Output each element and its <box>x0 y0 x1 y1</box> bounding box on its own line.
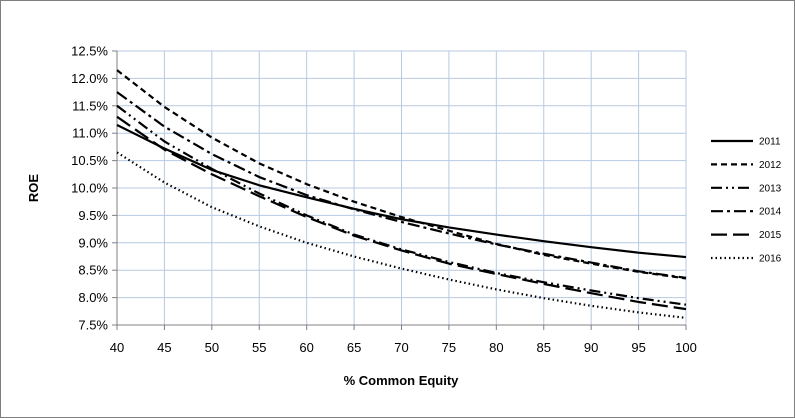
y-tick-label: 7.5% <box>78 318 108 333</box>
legend-label-2015: 2015 <box>759 230 782 241</box>
axis-layer <box>112 50 687 330</box>
y-tick-label: 12.0% <box>71 71 108 86</box>
x-tick-label: 85 <box>537 340 551 355</box>
x-tick-label: 55 <box>252 340 266 355</box>
y-tick-label: 9.0% <box>78 235 108 250</box>
y-tick-label: 10.5% <box>71 153 108 168</box>
y-tick-label: 11.0% <box>72 126 108 141</box>
x-tick-labels: 40 45 50 55 60 65 70 75 80 85 90 95 100 <box>110 340 697 355</box>
series-layer <box>116 69 687 319</box>
x-tick-label: 80 <box>489 340 503 355</box>
x-tick-label: 65 <box>347 340 361 355</box>
y-tick-label: 8.5% <box>78 263 108 278</box>
legend-label-2014: 2014 <box>759 207 782 218</box>
legend-label-2016: 2016 <box>759 254 782 265</box>
y-axis-title: ROE <box>26 174 41 203</box>
x-tick-label: 40 <box>110 340 124 355</box>
x-tick-label: 100 <box>675 340 697 355</box>
grid-layer <box>117 50 687 325</box>
x-tick-label: 75 <box>442 340 456 355</box>
y-tick-labels: 7.5% 8.0% 8.5% 9.0% 9.5% 10.0% 10.5% 11.0% 11.5%… <box>71 44 108 333</box>
y-tick-label: 8.0% <box>78 290 108 305</box>
legend-label-2012: 2012 <box>759 160 782 171</box>
series-line-2015 <box>116 115 687 311</box>
x-tick-label: 95 <box>631 340 645 355</box>
legend: 2011 2012 2013 2014 2015 2016 <box>711 137 782 265</box>
x-tick-label: 50 <box>205 340 219 355</box>
series-line-2013 <box>116 104 687 306</box>
x-tick-label: 90 <box>584 340 598 355</box>
legend-label-2011: 2011 <box>759 137 781 148</box>
series-line-2012 <box>116 69 687 280</box>
y-tick-label: 10.0% <box>71 181 108 196</box>
y-tick-label: 9.5% <box>78 208 108 223</box>
legend-label-2013: 2013 <box>759 183 782 194</box>
x-tick-label: 45 <box>157 340 171 355</box>
series-line-2014 <box>116 91 687 279</box>
x-tick-label: 70 <box>394 340 408 355</box>
y-tick-label: 12.5% <box>71 44 108 59</box>
x-axis-title: % Common Equity <box>344 373 460 388</box>
y-tick-label: 11.5% <box>72 98 108 113</box>
x-tick-label: 60 <box>299 340 313 355</box>
